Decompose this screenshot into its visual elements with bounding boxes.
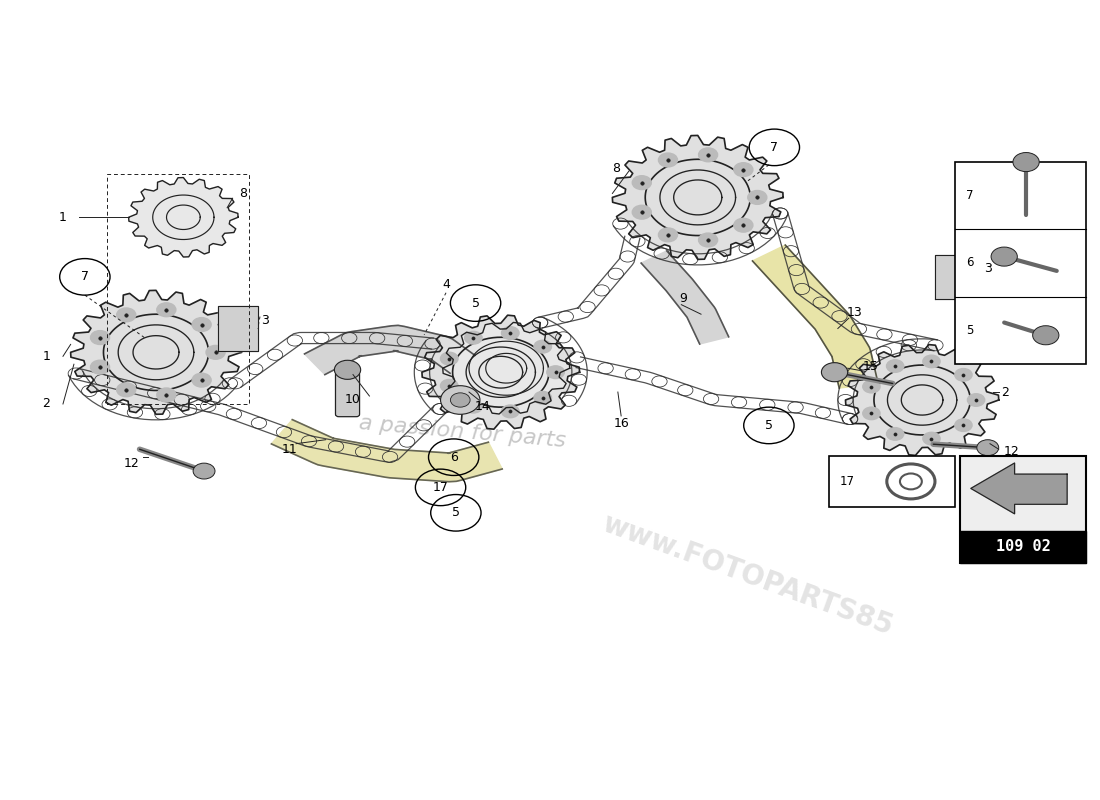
Circle shape	[464, 331, 482, 344]
Polygon shape	[272, 420, 503, 482]
Circle shape	[157, 303, 176, 317]
Circle shape	[90, 360, 110, 374]
Circle shape	[194, 463, 214, 479]
FancyBboxPatch shape	[336, 372, 360, 417]
Circle shape	[991, 247, 1018, 266]
Polygon shape	[752, 245, 878, 388]
Circle shape	[923, 432, 940, 445]
Text: 5: 5	[452, 506, 460, 519]
Text: 7: 7	[81, 270, 89, 283]
Circle shape	[547, 366, 564, 378]
Circle shape	[887, 360, 904, 372]
Text: www.FOTOPARTS85: www.FOTOPARTS85	[597, 509, 896, 641]
Circle shape	[734, 162, 752, 177]
Text: 2: 2	[43, 398, 51, 410]
Circle shape	[192, 318, 211, 331]
Circle shape	[464, 400, 482, 413]
Circle shape	[659, 153, 678, 167]
Text: 109 02: 109 02	[996, 539, 1050, 554]
Circle shape	[117, 308, 135, 322]
Text: 5: 5	[764, 419, 773, 432]
Text: 5: 5	[472, 297, 480, 310]
Polygon shape	[846, 345, 999, 455]
Polygon shape	[971, 463, 1067, 514]
Circle shape	[698, 148, 717, 162]
Text: 1: 1	[43, 350, 51, 363]
Text: a passion for parts: a passion for parts	[359, 413, 566, 450]
Text: 17: 17	[432, 481, 449, 494]
Text: 10: 10	[345, 394, 361, 406]
Text: 2: 2	[1001, 386, 1009, 398]
Circle shape	[157, 388, 176, 402]
Polygon shape	[422, 315, 580, 429]
Text: 15: 15	[862, 360, 879, 373]
Text: 8: 8	[612, 162, 619, 174]
Circle shape	[441, 386, 480, 414]
Text: 3: 3	[983, 262, 992, 275]
Polygon shape	[442, 322, 570, 414]
Bar	[960, 530, 1087, 563]
Text: 3: 3	[262, 314, 270, 327]
Circle shape	[887, 428, 904, 440]
Polygon shape	[219, 306, 257, 350]
Text: 12: 12	[1004, 445, 1020, 458]
Circle shape	[955, 419, 972, 431]
Circle shape	[1013, 153, 1040, 171]
Polygon shape	[305, 326, 475, 374]
Circle shape	[659, 228, 678, 242]
Polygon shape	[129, 178, 238, 257]
Text: 5: 5	[966, 324, 974, 337]
Text: 6: 6	[966, 257, 974, 270]
Circle shape	[502, 405, 519, 418]
Circle shape	[334, 360, 361, 379]
Text: 7: 7	[770, 141, 779, 154]
Polygon shape	[70, 290, 241, 414]
Polygon shape	[935, 254, 975, 299]
Circle shape	[862, 380, 880, 393]
Text: 16: 16	[614, 418, 629, 430]
Text: 17: 17	[840, 475, 855, 488]
Text: 12: 12	[124, 457, 140, 470]
Circle shape	[450, 393, 470, 407]
Circle shape	[923, 355, 940, 368]
Bar	[955, 162, 1087, 364]
Circle shape	[206, 346, 225, 359]
Polygon shape	[641, 251, 728, 344]
Circle shape	[534, 391, 551, 404]
Bar	[829, 456, 955, 507]
Circle shape	[632, 176, 651, 190]
Circle shape	[502, 326, 519, 339]
Circle shape	[822, 362, 848, 382]
Text: 14: 14	[474, 400, 490, 413]
Circle shape	[534, 340, 551, 353]
Text: 6: 6	[450, 450, 458, 464]
Text: 4: 4	[442, 278, 450, 291]
Text: 11: 11	[282, 442, 297, 456]
Text: 13: 13	[846, 306, 862, 319]
Circle shape	[734, 218, 752, 232]
Text: 7: 7	[966, 189, 974, 202]
Text: 8: 8	[240, 187, 248, 200]
Bar	[960, 456, 1087, 563]
Circle shape	[748, 190, 767, 204]
Circle shape	[967, 394, 984, 406]
Circle shape	[862, 407, 880, 420]
Circle shape	[440, 379, 458, 392]
Text: 9: 9	[680, 292, 688, 305]
Circle shape	[117, 383, 135, 397]
Circle shape	[440, 352, 458, 365]
Text: 1: 1	[59, 210, 67, 224]
Circle shape	[977, 440, 999, 456]
Circle shape	[192, 374, 211, 387]
Polygon shape	[613, 135, 783, 259]
Circle shape	[698, 233, 717, 247]
Circle shape	[1033, 326, 1059, 345]
Circle shape	[632, 206, 651, 219]
Circle shape	[955, 369, 972, 381]
Circle shape	[90, 330, 110, 345]
